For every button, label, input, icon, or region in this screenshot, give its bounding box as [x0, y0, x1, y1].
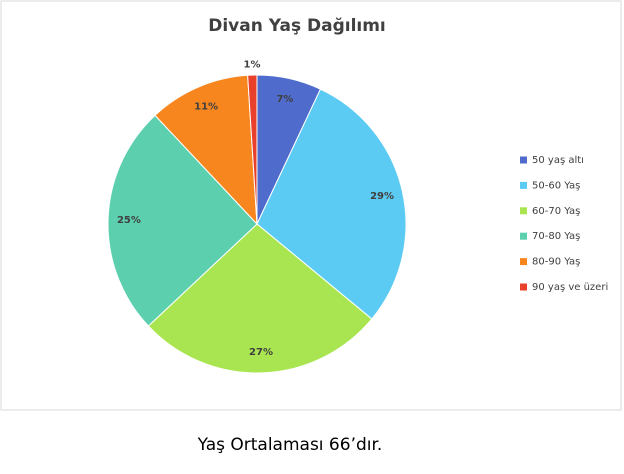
legend-swatch	[520, 181, 527, 189]
legend-swatch	[520, 232, 527, 240]
legend-swatch	[520, 258, 527, 266]
data-label: 25%	[117, 215, 141, 226]
data-label: 7%	[276, 94, 293, 105]
data-label: 1%	[244, 60, 261, 71]
legend-label: 50 yaş altı	[532, 155, 584, 166]
legend-label: 50-60 Yaş	[532, 180, 580, 191]
chart-title: Divan Yaş Dağılımı	[208, 16, 386, 36]
legend-swatch	[520, 156, 527, 164]
legend-label: 80-90 Yaş	[532, 257, 580, 268]
legend-swatch	[520, 283, 527, 291]
pie-slice	[154, 74, 258, 226]
data-label: 11%	[194, 101, 218, 112]
pie-slice	[247, 74, 258, 225]
data-label: 29%	[370, 191, 394, 202]
data-label: 27%	[249, 347, 273, 358]
pie-slice	[147, 223, 373, 374]
legend-label: 90 yaş ve üzeri	[532, 282, 608, 293]
pie-slice	[107, 114, 258, 327]
legend-label: 60-70 Yaş	[532, 206, 580, 217]
caption: Yaş Ortalaması 66’dır.	[197, 435, 383, 455]
legend-swatch	[520, 207, 527, 215]
pie-slice	[256, 88, 407, 320]
legend-label: 70-80 Yaş	[532, 231, 580, 242]
